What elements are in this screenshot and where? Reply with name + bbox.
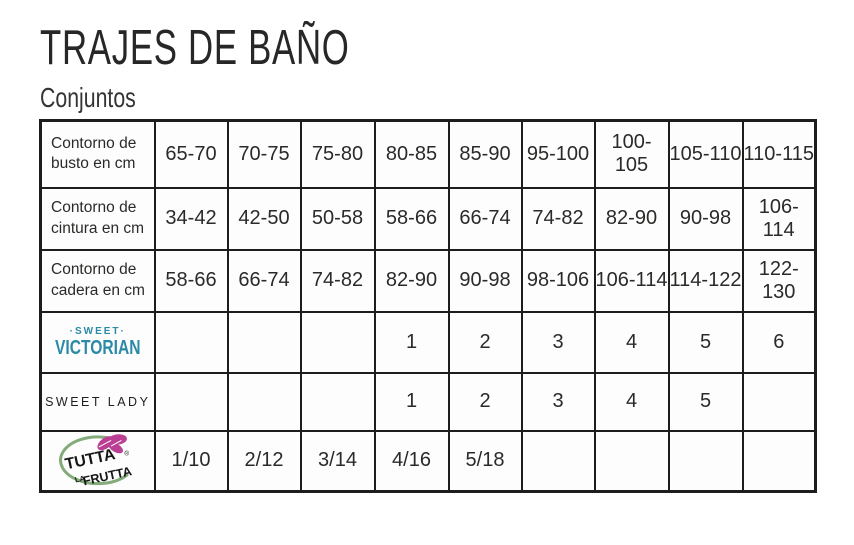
- sweet-victorian-logo: ·SWEET· VICTORIAN: [43, 325, 153, 359]
- table-cell: [226, 371, 302, 432]
- leaf-veins: [98, 439, 122, 447]
- table-cell: [226, 310, 302, 374]
- table-cell: 90-98: [667, 186, 744, 251]
- la-word: LA: [74, 473, 86, 484]
- table-cell: 95-100: [520, 119, 596, 189]
- table-cell: 50-58: [299, 186, 376, 251]
- table-cell: 34-42: [153, 186, 229, 251]
- sweet-lady-logo: SWEET LADY: [45, 394, 151, 409]
- brand-cell-sweet-victorian: ·SWEET· VICTORIAN: [39, 310, 156, 374]
- row-label-cintura: Contorno de cintura en cm: [39, 186, 156, 251]
- table-cell: 3: [520, 371, 596, 432]
- table-cell: 42-50: [226, 186, 302, 251]
- table-cell: 2: [447, 371, 523, 432]
- table-cell: [520, 429, 596, 492]
- table-row-cadera: Contorno de cadera en cm 58-66 66-74 74-…: [39, 248, 817, 313]
- table-cell: 98-106: [520, 248, 596, 313]
- table-cell: 106-114: [593, 248, 670, 313]
- sweet-victorian-logo-main: VICTORIAN: [54, 336, 141, 359]
- table-cell: 85-90: [447, 119, 523, 189]
- table-cell: 110-115: [741, 119, 817, 189]
- table-cell: [593, 429, 670, 492]
- page-subtitle: Conjuntos: [40, 76, 854, 113]
- table-cell: 75-80: [299, 119, 376, 189]
- table-cell: 58-66: [153, 248, 229, 313]
- table-cell: 80-85: [373, 119, 450, 189]
- table-cell: 5: [667, 310, 744, 374]
- table-cell: 2/12: [226, 429, 302, 492]
- table-cell: 74-82: [299, 248, 376, 313]
- table-cell: 82-90: [373, 248, 450, 313]
- brand-cell-tutta-frutta: TUTTA ® LA FRUTTA: [39, 429, 156, 492]
- table-cell: 2: [447, 310, 523, 374]
- table-cell: 4/16: [373, 429, 450, 492]
- heading-block: TRAJES DE BAÑO Conjuntos: [40, 24, 854, 113]
- table-cell: [153, 371, 229, 432]
- table-cell: 106-114: [741, 186, 817, 251]
- sweet-victorian-logo-top: ·SWEET·: [69, 325, 126, 337]
- table-cell: 70-75: [226, 119, 302, 189]
- table-cell: 66-74: [447, 186, 523, 251]
- table-cell: 3: [520, 310, 596, 374]
- table-cell: 82-90: [593, 186, 670, 251]
- table-cell: 90-98: [447, 248, 523, 313]
- registered-mark: ®: [124, 449, 129, 457]
- table-cell: 58-66: [373, 186, 450, 251]
- table-cell: [741, 429, 817, 492]
- table-cell: 1: [373, 371, 450, 432]
- size-chart-table: Contorno de busto en cm 65-70 70-75 75-8…: [39, 119, 817, 493]
- table-cell: 105-110: [667, 119, 744, 189]
- table-row-sweet-victorian: ·SWEET· VICTORIAN 1 2 3 4 5 6: [39, 310, 817, 374]
- green-swoosh-icon: [58, 434, 129, 485]
- table-cell: 114-122: [667, 248, 744, 313]
- table-cell: 74-82: [520, 186, 596, 251]
- page-title-text: TRAJES DE BAÑO: [40, 21, 350, 75]
- page-title: TRAJES DE BAÑO: [40, 24, 854, 76]
- table-cell: 65-70: [153, 119, 229, 189]
- table-cell: [299, 310, 376, 374]
- row-label-cadera: Contorno de cadera en cm: [39, 248, 156, 313]
- table-cell: 3/14: [299, 429, 376, 492]
- table-cell: 122-130: [741, 248, 817, 313]
- table-cell: 66-74: [226, 248, 302, 313]
- table-cell: [299, 371, 376, 432]
- table-cell: 1/10: [153, 429, 229, 492]
- table-cell: 5: [667, 371, 744, 432]
- table-cell: [667, 429, 744, 492]
- table-cell: 4: [593, 371, 670, 432]
- table-cell: [153, 310, 229, 374]
- table-cell: 4: [593, 310, 670, 374]
- table-cell: 6: [741, 310, 817, 374]
- table-cell: 100-105: [593, 119, 670, 189]
- table-row-tutta-frutta: TUTTA ® LA FRUTTA 1/10 2/12 3/14 4/16 5/…: [39, 429, 817, 492]
- table-row-sweet-lady: SWEET LADY 1 2 3 4 5: [39, 371, 817, 432]
- row-label-busto: Contorno de busto en cm: [39, 119, 156, 189]
- table-row-busto: Contorno de busto en cm 65-70 70-75 75-8…: [39, 119, 817, 189]
- table-cell: 5/18: [447, 429, 523, 492]
- page-subtitle-text: Conjuntos: [40, 82, 136, 113]
- size-chart-page: TRAJES DE BAÑO Conjuntos Contorno de bus…: [0, 24, 854, 545]
- table-row-cintura: Contorno de cintura en cm 34-42 42-50 50…: [39, 186, 817, 251]
- table-cell: [741, 371, 817, 432]
- table-cell: 1: [373, 310, 450, 374]
- tutta-la-frutta-logo: TUTTA ® LA FRUTTA: [58, 433, 133, 488]
- brand-cell-sweet-lady: SWEET LADY: [39, 371, 156, 432]
